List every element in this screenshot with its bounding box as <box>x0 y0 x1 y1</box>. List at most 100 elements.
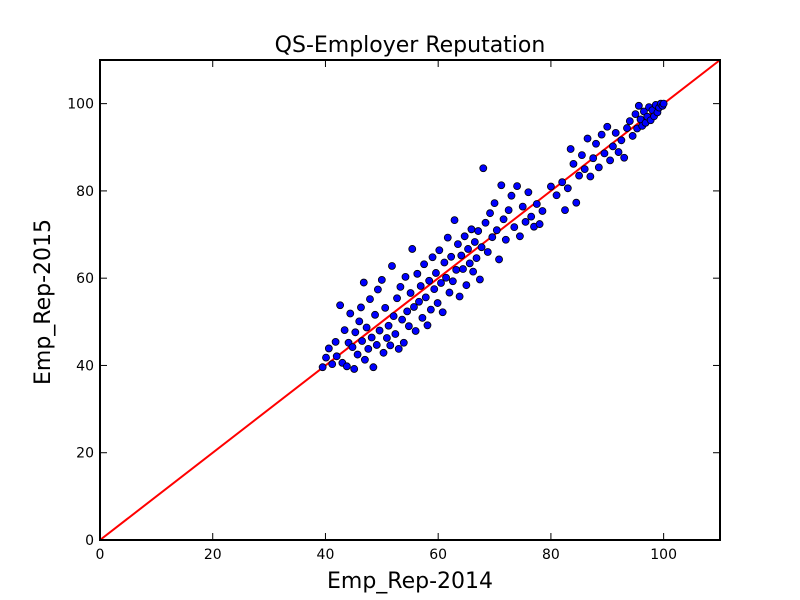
data-point <box>583 134 592 143</box>
data-point <box>377 276 386 284</box>
y-axis-label: Emp_Rep-2015 <box>31 219 56 385</box>
data-point <box>578 151 586 160</box>
data-point <box>393 294 401 303</box>
data-point <box>457 251 466 260</box>
data-point <box>355 317 364 326</box>
data-point <box>499 215 508 224</box>
data-point <box>477 243 486 252</box>
data-point <box>428 253 437 262</box>
x-tick-label: 60 <box>429 547 447 563</box>
data-point <box>403 307 412 316</box>
data-point <box>416 282 425 290</box>
data-point <box>524 188 533 197</box>
data-point <box>361 355 369 364</box>
data-point <box>625 117 634 125</box>
data-point <box>443 233 452 242</box>
data-point <box>516 232 524 241</box>
data-point <box>532 200 541 208</box>
data-point <box>634 101 643 110</box>
data-point <box>606 156 614 165</box>
data-point <box>620 153 629 162</box>
data-point <box>467 225 476 234</box>
data-point <box>475 275 484 284</box>
plot-frame <box>99 59 721 541</box>
data-point <box>504 206 513 215</box>
data-point <box>513 182 521 191</box>
data-point <box>597 130 606 139</box>
data-point <box>420 260 428 269</box>
data-point <box>384 321 393 330</box>
data-point <box>452 265 461 274</box>
data-point <box>382 334 391 342</box>
data-point <box>411 327 420 335</box>
data-point <box>566 145 575 153</box>
data-point <box>486 209 494 218</box>
data-point <box>507 191 516 200</box>
data-point <box>375 326 384 335</box>
data-point <box>497 181 506 190</box>
data-point <box>448 277 457 286</box>
data-point <box>558 178 567 187</box>
data-point <box>479 164 488 173</box>
y-tick-label: 60 <box>76 271 94 287</box>
data-point <box>359 278 368 287</box>
data-point <box>322 353 330 362</box>
data-point <box>348 343 357 352</box>
data-point <box>440 258 449 267</box>
data-point <box>435 246 444 255</box>
y-tick-label: 0 <box>85 533 94 549</box>
data-point <box>406 289 415 297</box>
data-point <box>445 288 454 297</box>
data-point <box>432 269 440 277</box>
data-point <box>381 303 390 312</box>
data-point <box>628 132 637 140</box>
data-point <box>328 360 337 369</box>
data-point <box>386 341 395 350</box>
data-point <box>399 338 408 347</box>
data-point <box>521 217 530 226</box>
data-point <box>413 269 422 278</box>
data-point <box>617 136 626 145</box>
data-point <box>563 184 572 193</box>
data-point <box>600 149 609 158</box>
data-point <box>481 218 490 227</box>
data-point <box>332 352 341 361</box>
y-tick-label: 20 <box>76 446 94 462</box>
data-point <box>442 273 450 282</box>
data-point <box>464 245 472 253</box>
data-point <box>474 227 483 235</box>
data-point <box>410 303 418 311</box>
data-point <box>404 322 413 331</box>
data-point <box>421 293 430 302</box>
data-point <box>455 292 464 301</box>
reference-line-layer <box>99 59 721 541</box>
data-point <box>495 255 503 264</box>
data-point <box>603 122 612 131</box>
data-point <box>364 344 373 353</box>
data-point <box>592 139 600 148</box>
x-tick-label: 100 <box>650 547 677 563</box>
data-point <box>538 207 547 215</box>
x-tick-label: 40 <box>317 547 335 563</box>
data-point <box>350 365 359 373</box>
ticks-layer: 0 20 40 60 80 100 0 20 40 60 80 100 <box>67 60 720 563</box>
data-point <box>331 337 340 346</box>
x-tick-label: 20 <box>204 547 222 563</box>
data-point <box>388 262 396 270</box>
data-point <box>470 238 479 246</box>
data-point <box>518 202 527 211</box>
data-point <box>318 363 327 372</box>
data-point <box>535 220 544 228</box>
data-point <box>450 216 459 225</box>
data-point <box>586 172 595 181</box>
data-point <box>373 285 382 294</box>
data-point <box>488 233 497 242</box>
chart-title: QS-Employer Reputation <box>275 33 546 58</box>
data-point <box>394 344 403 353</box>
data-point <box>430 285 439 293</box>
data-point <box>358 337 366 345</box>
x-tick-label: 0 <box>96 547 105 563</box>
data-point <box>580 165 589 173</box>
data-point <box>490 199 499 208</box>
